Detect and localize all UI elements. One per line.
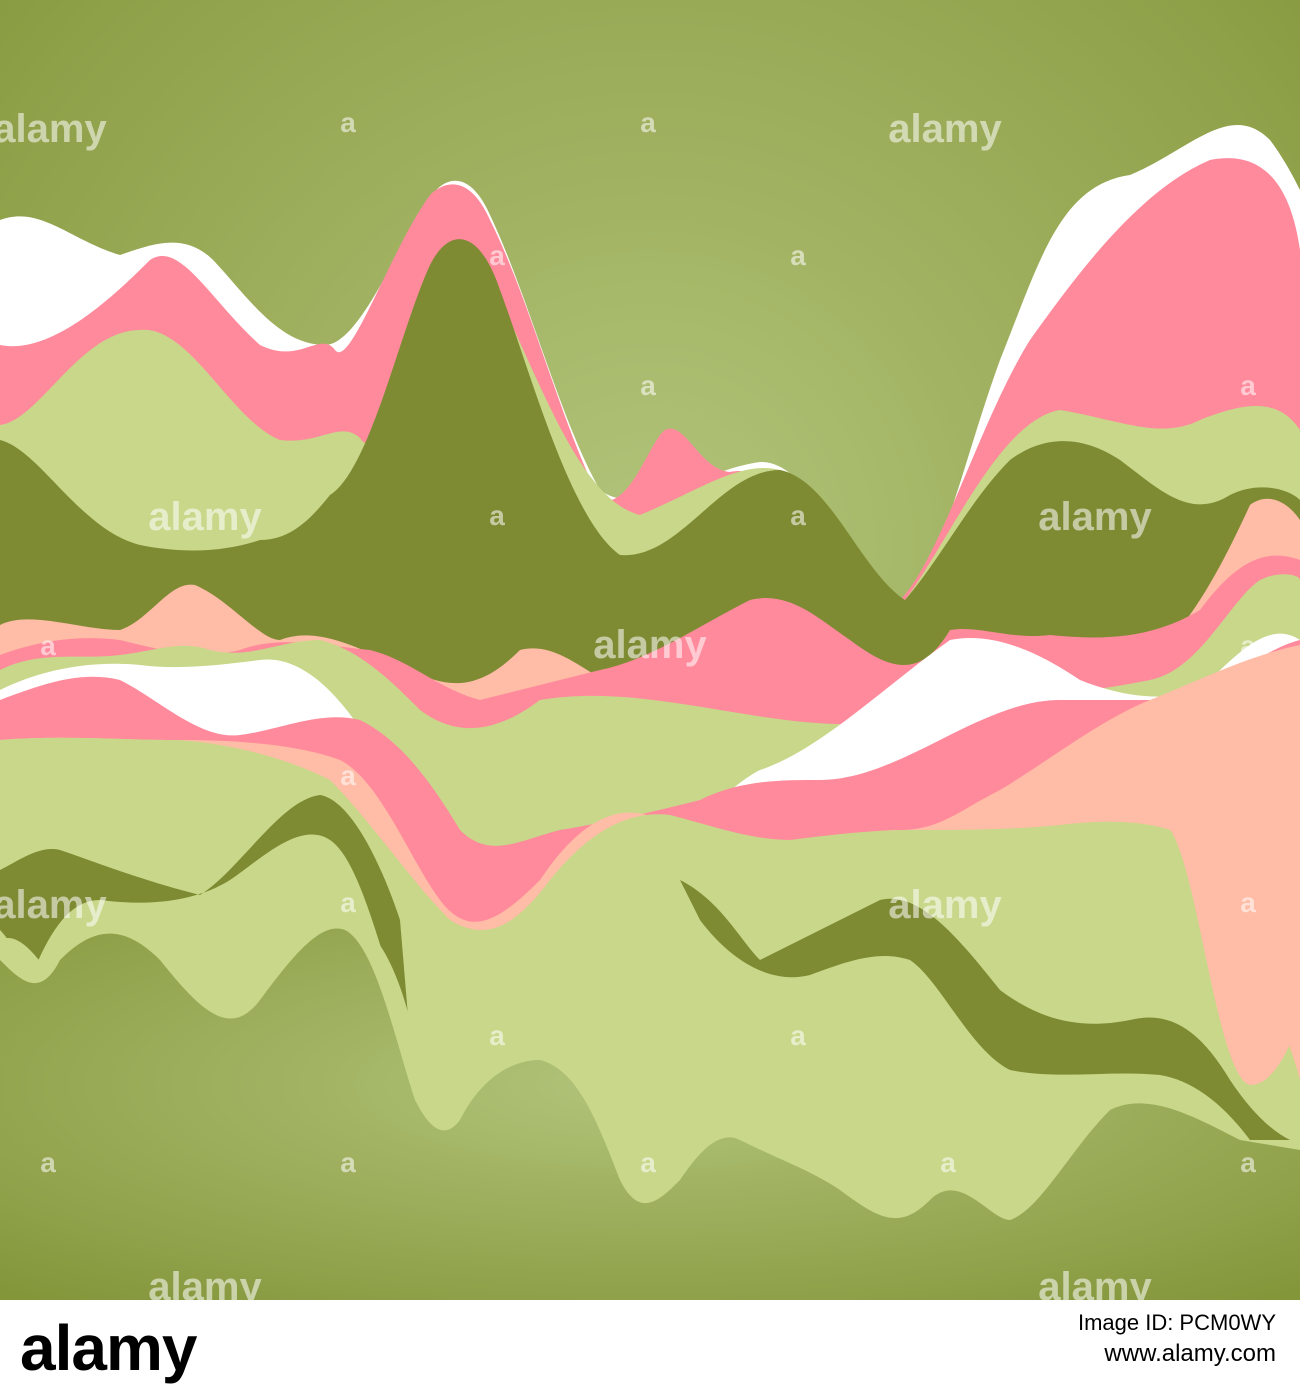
- svg-text:a: a: [489, 1020, 505, 1051]
- svg-text:alamy: alamy: [148, 495, 262, 539]
- svg-text:alamy: alamy: [148, 1265, 262, 1300]
- svg-text:alamy: alamy: [1038, 1265, 1152, 1300]
- image-meta: Image ID: PCM0WY www.alamy.com: [1078, 1308, 1276, 1370]
- svg-text:alamy: alamy: [1038, 495, 1152, 539]
- svg-text:a: a: [340, 1147, 356, 1178]
- svg-text:a: a: [940, 1147, 956, 1178]
- svg-text:a: a: [40, 1147, 56, 1178]
- lower-olive-ribbon-right: [680, 880, 1290, 1140]
- site-url-link[interactable]: www.alamy.com: [1104, 1340, 1276, 1367]
- svg-text:a: a: [790, 500, 806, 531]
- svg-text:a: a: [340, 760, 356, 791]
- abstract-wave-artwork: alamy a a alamy a a a a alamy a a alamy …: [0, 0, 1300, 1300]
- svg-text:alamy: alamy: [0, 883, 107, 927]
- image-id-label: Image ID: PCM0WY: [1077, 1310, 1276, 1335]
- svg-text:a: a: [1240, 1147, 1256, 1178]
- svg-text:a: a: [790, 1020, 806, 1051]
- bottom-background-fill: [0, 928, 1300, 1300]
- svg-text:a: a: [640, 370, 656, 401]
- svg-text:alamy: alamy: [888, 883, 1002, 927]
- lower-peach-right: [1000, 645, 1300, 1085]
- svg-text:a: a: [489, 500, 505, 531]
- brand-logo[interactable]: alamy: [20, 1312, 197, 1384]
- svg-text:a: a: [489, 240, 505, 271]
- svg-text:a: a: [1240, 887, 1256, 918]
- footer-bar: alamy Image ID: PCM0WY www.alamy.com: [0, 1300, 1300, 1390]
- svg-text:a: a: [1240, 630, 1256, 661]
- svg-text:a: a: [790, 240, 806, 271]
- svg-text:alamy: alamy: [593, 623, 707, 667]
- svg-text:a: a: [640, 107, 656, 138]
- svg-text:a: a: [640, 1147, 656, 1178]
- svg-text:a: a: [340, 887, 356, 918]
- watermark-layer: alamy a a alamy a a a a alamy a a alamy …: [0, 107, 1256, 1300]
- svg-text:alamy: alamy: [0, 107, 107, 151]
- svg-text:a: a: [340, 107, 356, 138]
- svg-text:a: a: [40, 630, 56, 661]
- svg-text:a: a: [1240, 370, 1256, 401]
- svg-text:alamy: alamy: [888, 107, 1002, 151]
